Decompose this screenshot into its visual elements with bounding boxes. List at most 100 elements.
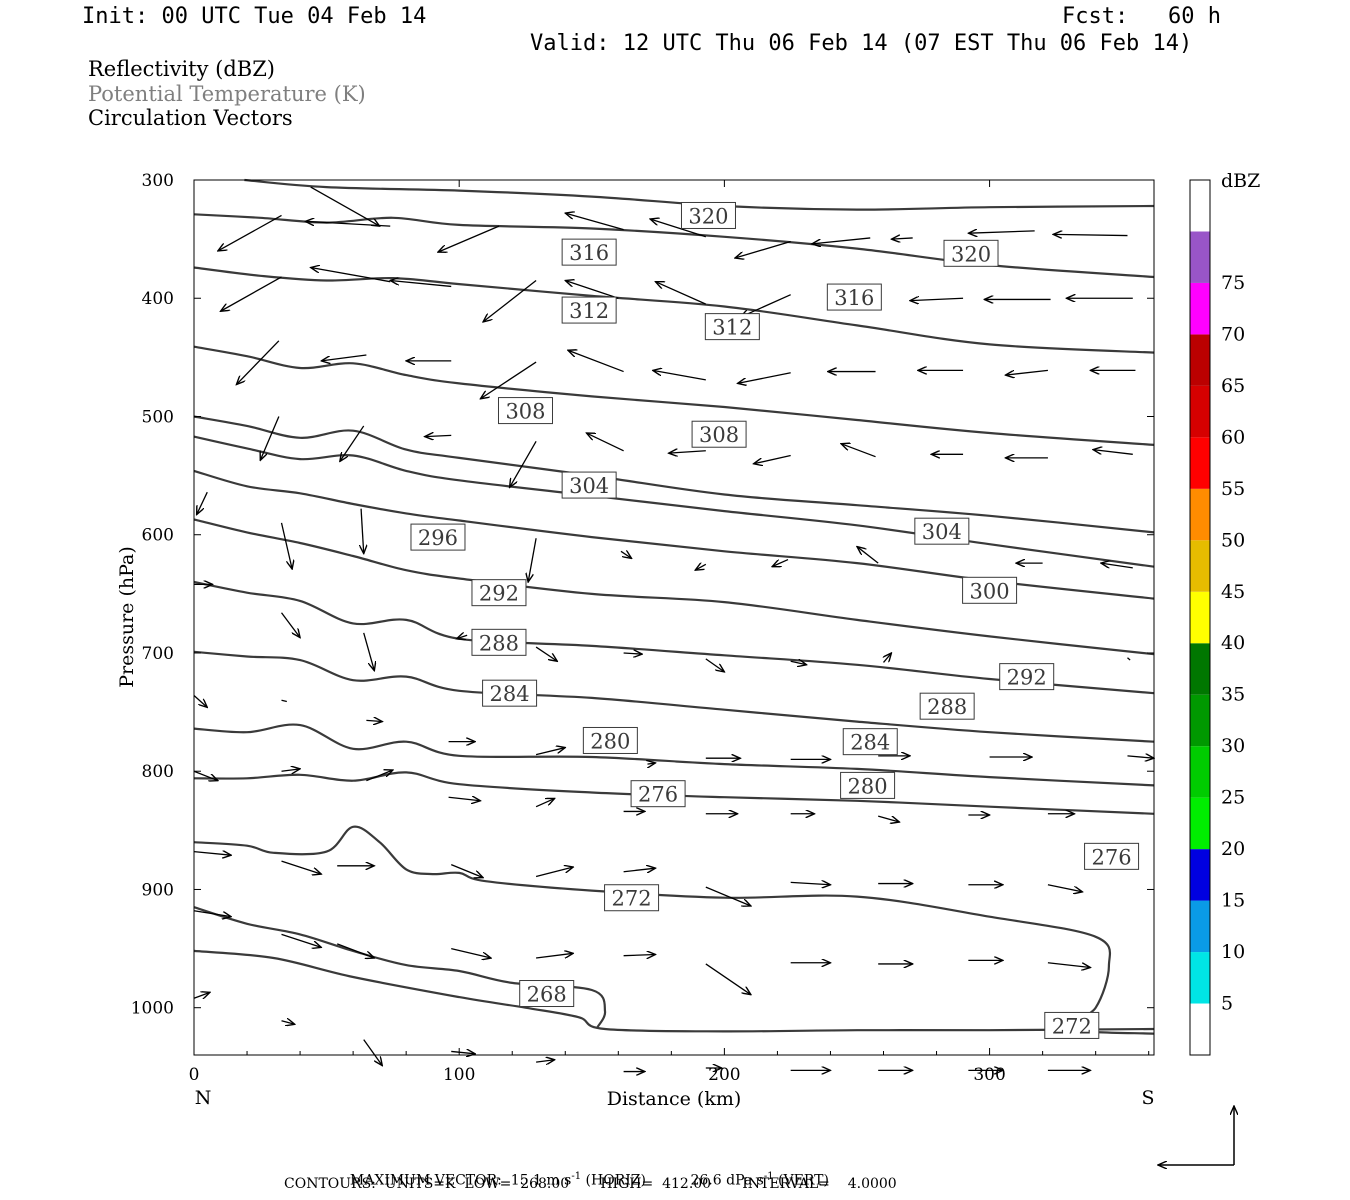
contour-label: 268 <box>527 983 567 1007</box>
contours-info: CONTOURS: UNITS=K LOW= 268.00 HIGH= 412.… <box>284 1176 897 1192</box>
theta-contour-line <box>193 906 607 1029</box>
circulation-vector <box>705 658 725 672</box>
circulation-vector <box>311 268 391 283</box>
contour-label: 284 <box>490 682 530 706</box>
colorbar-level-label: 55 <box>1221 478 1245 500</box>
circulation-vector <box>1093 450 1133 455</box>
circulation-vector <box>448 797 481 801</box>
field-potential-temperature: Potential Temperature (K) <box>88 82 366 106</box>
contour-label-box <box>561 296 617 324</box>
circulation-vector <box>735 240 791 258</box>
circulation-vector <box>457 635 468 639</box>
y-tick-label: 300 <box>142 171 174 191</box>
contour-label-box <box>704 313 760 341</box>
contour-label: 288 <box>479 631 519 655</box>
circulation-vector <box>236 340 280 385</box>
contour-label-box <box>919 692 975 720</box>
colorbar-swatch <box>1190 437 1210 489</box>
circulation-vector <box>451 1051 475 1053</box>
colorbar-level-label: 40 <box>1221 632 1245 654</box>
circulation-vector <box>280 612 301 638</box>
x-tick-label: 0 <box>189 1065 200 1085</box>
x-tick-label: 100 <box>443 1065 475 1085</box>
y-axis-label: Pressure (hPa) <box>116 546 138 688</box>
circulation-vector <box>884 653 892 663</box>
circulation-vector <box>650 219 707 238</box>
contour-label: 288 <box>927 695 967 719</box>
circulation-vector <box>535 748 565 756</box>
circulation-vector <box>565 213 624 231</box>
contour-label: 292 <box>1007 666 1047 690</box>
circulation-vector <box>281 933 322 947</box>
max-vector-label: MAXIMUM VECTOR: <box>349 1172 502 1189</box>
contour-label-box <box>519 980 575 1008</box>
theta-contour-line <box>193 723 1155 787</box>
colorbar-level-label: 45 <box>1221 581 1245 603</box>
colorbar-swatch <box>1190 746 1210 798</box>
theta-contour-line <box>193 580 1155 695</box>
contour-label: 280 <box>848 774 888 798</box>
colorbar-frame <box>1189 179 1211 1056</box>
circulation-vector <box>535 646 557 661</box>
y-tick-label: 1000 <box>131 999 174 1019</box>
north-label: N <box>195 1087 212 1109</box>
circulation-vector <box>1127 756 1154 758</box>
circulation-vector <box>695 564 707 570</box>
field-reflectivity: Reflectivity (dBZ) <box>88 57 276 81</box>
contour-label: 292 <box>479 582 519 606</box>
circulation-vector <box>451 947 491 958</box>
circulation-vector <box>336 943 374 958</box>
theta-contour-line <box>193 266 1155 354</box>
contour-label-box <box>680 201 736 229</box>
circulation-vector <box>363 1039 383 1066</box>
circulation-vector <box>910 298 964 300</box>
contour-label-box <box>471 579 527 607</box>
contour-label: 300 <box>970 579 1010 603</box>
dbz-colorbar: 5 10 15 20 25 30 35 40 45 50 55 60 65 70 75 dBZ <box>1189 170 1260 1056</box>
field-circulation-vectors: Circulation Vectors <box>88 106 293 130</box>
contour-label-box <box>561 471 617 499</box>
circulation-vector <box>390 281 452 288</box>
colorbar-swatch <box>1190 282 1210 335</box>
circulation-vector <box>669 451 706 453</box>
colorbar-swatch <box>1190 180 1210 232</box>
theta-contour-line <box>193 650 1155 743</box>
circulation-vector <box>535 798 555 808</box>
contour-label-box <box>962 576 1018 604</box>
contour-label: 276 <box>638 783 678 807</box>
circulation-vector <box>483 279 537 322</box>
contour-label-box <box>840 771 896 799</box>
circulation-vector <box>536 1060 555 1062</box>
contour-label: 312 <box>712 316 752 340</box>
circulation-vector <box>193 992 210 998</box>
circulation-vector <box>197 491 208 514</box>
circulation-vector <box>193 852 231 856</box>
contour-label: 304 <box>569 474 609 498</box>
theta-contour-line <box>193 345 1155 446</box>
contour-label-box <box>1084 842 1140 870</box>
circulation-vector <box>281 1021 295 1025</box>
colorbar-swatch <box>1190 385 1210 438</box>
max-vert-unit: (VERT) <box>778 1172 829 1189</box>
colorbar-level-label: 25 <box>1221 787 1245 809</box>
colorbar-level-label: 50 <box>1221 529 1245 551</box>
colorbar-swatch <box>1190 849 1210 901</box>
circulation-vector <box>1127 657 1131 661</box>
max-vert-exponent: -1 <box>763 1171 774 1182</box>
max-horiz-value: 15.1 m s <box>510 1172 572 1189</box>
theta-contour-line <box>193 771 1155 815</box>
y-tick-label: 500 <box>142 407 174 427</box>
max-vector-line: MAXIMUM VECTOR: 15.1 m s-1 (HORIZ) 26.6 … <box>341 1158 829 1188</box>
circulation-vector <box>841 444 876 458</box>
colorbar-level-label: 70 <box>1221 323 1245 345</box>
colorbar-swatch <box>1190 694 1210 747</box>
circulation-vector <box>321 354 367 361</box>
y-tick-label: 900 <box>142 880 174 900</box>
contour-label-box <box>914 517 970 545</box>
circulation-vector <box>705 886 751 906</box>
x-tick-label: 200 <box>708 1065 740 1085</box>
circulation-vector <box>280 522 293 569</box>
circulation-vector <box>480 361 537 399</box>
circulation-vector <box>647 763 655 764</box>
